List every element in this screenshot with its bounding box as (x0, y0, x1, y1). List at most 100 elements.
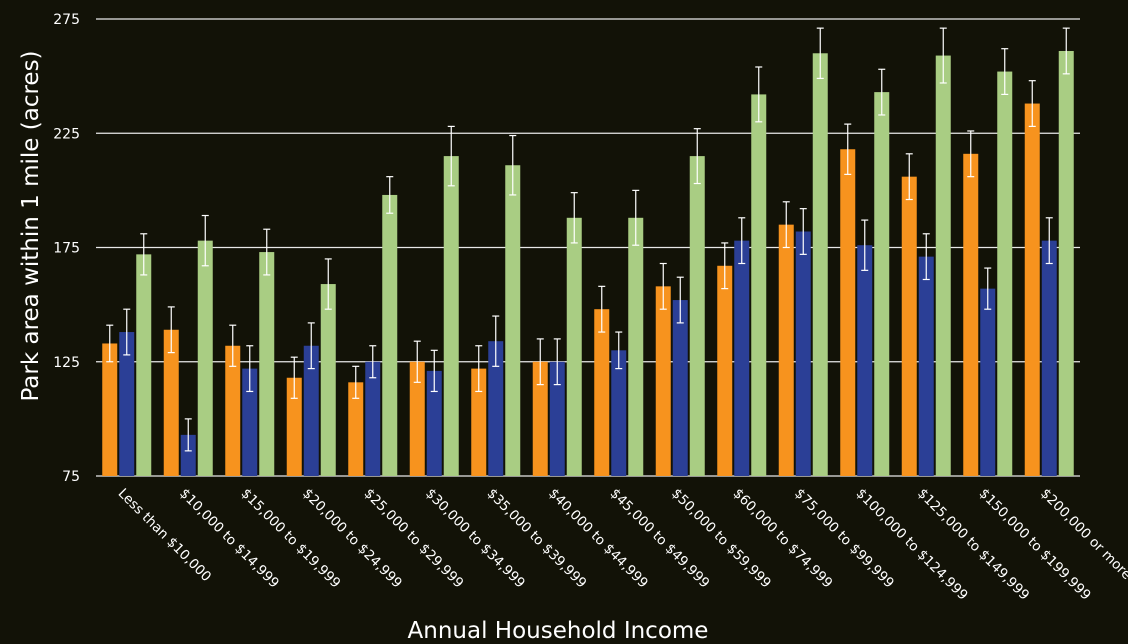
y-tick-label: 125 (53, 355, 80, 371)
bar (136, 254, 152, 476)
bar (532, 361, 548, 476)
bar (918, 256, 934, 476)
bar (443, 156, 459, 476)
y-tick-labels: 75 125 175 225 275 (53, 12, 80, 485)
bar (409, 361, 425, 476)
y-tick-label: 75 (62, 469, 80, 485)
error-bar (615, 331, 623, 370)
bar (197, 240, 213, 476)
error-bar (536, 338, 544, 386)
error-bar (492, 315, 500, 367)
error-bar (693, 128, 701, 185)
bar (242, 368, 258, 476)
x-category-label: $150,000 to $199,999 (976, 486, 1094, 604)
bar (303, 345, 319, 476)
error-bar (553, 338, 561, 386)
bar (997, 71, 1013, 477)
error-bar (167, 306, 175, 354)
bar (795, 231, 811, 476)
error-bar (922, 233, 930, 281)
error-bar (290, 356, 298, 399)
bar (594, 309, 610, 476)
error-bar (782, 201, 790, 249)
error-bar (201, 214, 209, 267)
bar (119, 332, 135, 476)
error-bar (123, 308, 131, 356)
error-bar (844, 123, 852, 175)
error-bar (861, 219, 869, 271)
bar (320, 284, 336, 476)
bar (874, 92, 890, 477)
bar (717, 265, 733, 476)
bar (286, 377, 302, 476)
error-bar (598, 285, 606, 333)
bar (163, 329, 179, 476)
bar (348, 382, 364, 476)
error-bar (413, 340, 421, 383)
bar (102, 343, 118, 476)
error-bar (1028, 80, 1036, 127)
bar (734, 240, 750, 476)
error-bar (905, 153, 913, 201)
error-bar (984, 267, 992, 310)
error-bar (721, 242, 729, 290)
error-bar (676, 276, 684, 324)
error-bar (1001, 48, 1009, 96)
error-bar (369, 345, 377, 379)
bar (689, 156, 705, 476)
bar (672, 300, 688, 476)
error-bar (430, 349, 438, 393)
bar (778, 224, 794, 476)
bar (225, 345, 241, 476)
error-bar (140, 233, 148, 276)
error-bar (324, 258, 332, 310)
error-bar (816, 27, 824, 80)
bar (488, 341, 504, 476)
x-category-labels: Less than $10,000$10,000 to $14,999$15,0… (115, 486, 1128, 604)
bar (901, 176, 917, 477)
bar (935, 55, 951, 477)
error-bar (352, 365, 360, 399)
error-bar (1062, 27, 1070, 75)
error-bar (509, 134, 517, 196)
bar (751, 94, 767, 476)
x-category-label: $125,000 to $149,999 (914, 486, 1032, 604)
error-bar (755, 66, 763, 123)
bar (963, 153, 979, 476)
y-tick-label: 275 (53, 12, 80, 28)
error-bar (939, 27, 947, 84)
bar (1041, 240, 1057, 476)
error-bar (738, 217, 746, 265)
bar (382, 194, 398, 476)
error-bar (184, 418, 192, 452)
y-tick-label: 225 (53, 126, 80, 142)
x-category-label: $100,000 to $124,999 (853, 486, 971, 604)
y-tick-label: 175 (53, 241, 80, 257)
error-bar (106, 324, 114, 363)
error-bar (386, 176, 394, 214)
bar (857, 245, 873, 476)
error-bar (659, 262, 667, 310)
bar (628, 217, 644, 477)
bar (812, 53, 828, 477)
bars (102, 50, 1074, 477)
bar (549, 361, 565, 476)
error-bar (632, 189, 640, 246)
bar (365, 361, 381, 476)
error-bar (967, 130, 975, 178)
bar (840, 149, 856, 476)
bar (1024, 103, 1040, 477)
error-bar (1045, 217, 1053, 265)
bar (1058, 50, 1074, 477)
error-bar (447, 125, 455, 187)
error-bar (229, 324, 237, 367)
bar (426, 370, 442, 476)
error-bar (799, 208, 807, 255)
error-bar (570, 192, 578, 244)
bar (980, 288, 996, 476)
error-bar (307, 322, 315, 370)
error-bar (246, 345, 254, 393)
bar (566, 217, 582, 477)
error-bar (475, 345, 483, 393)
error-bar (263, 228, 271, 276)
